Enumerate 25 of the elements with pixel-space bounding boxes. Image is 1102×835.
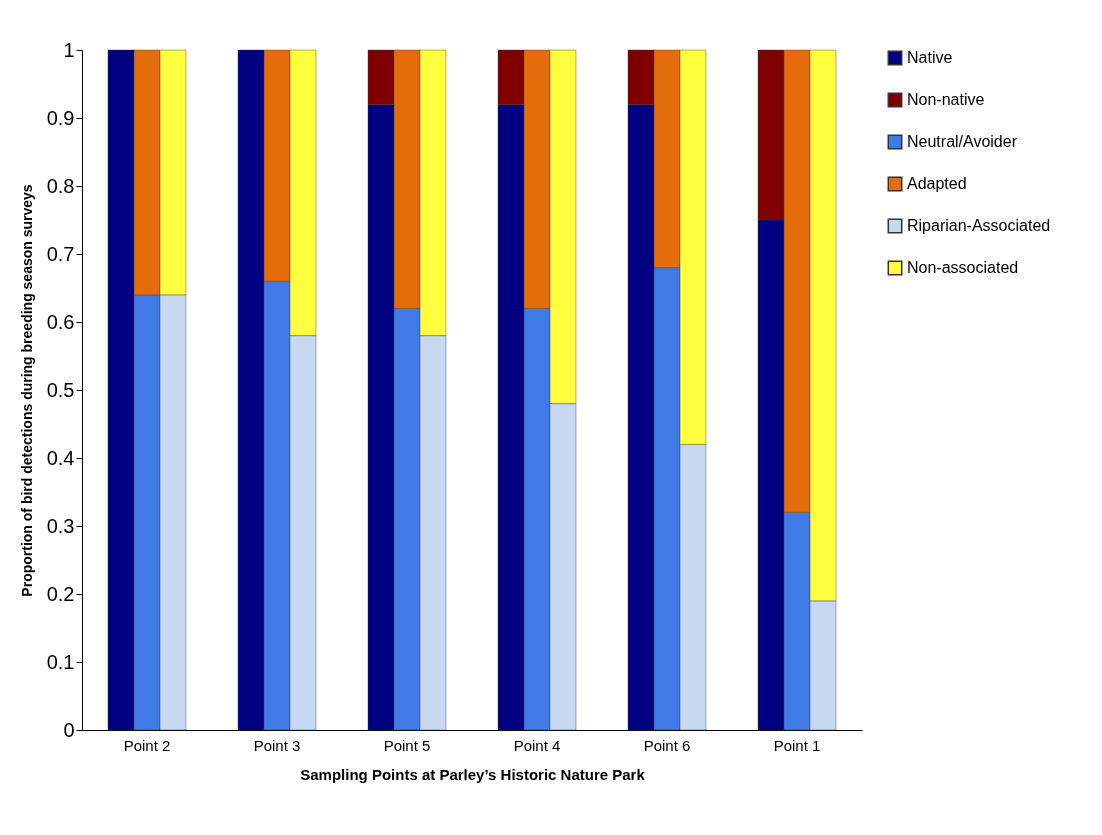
y-tick-label: 0.8 xyxy=(46,174,75,197)
legend-label: Neutral/Avoider xyxy=(907,133,1018,150)
x-tick-label: Point 4 xyxy=(513,736,561,754)
y-tick-label: 0.9 xyxy=(46,106,75,129)
y-tick-label: 0.5 xyxy=(46,378,75,401)
x-tick-label: Point 1 xyxy=(773,736,821,754)
y-tick-label: 0.6 xyxy=(46,310,75,333)
x-axis-title: Sampling Points at Parley’s Historic Nature Park xyxy=(300,765,646,783)
legend-label: Riparian-Associated xyxy=(907,217,1051,234)
y-axis-title: Proportion of bird detections during breeding season surveys xyxy=(18,184,35,597)
x-tick-label: Point 5 xyxy=(383,736,431,754)
x-tick-label: Point 2 xyxy=(123,736,171,754)
y-tick-label: 0.3 xyxy=(46,514,75,537)
legend-label: Non-native xyxy=(907,91,985,108)
y-tick-label: 0.1 xyxy=(46,650,75,673)
legend-label: Native xyxy=(907,49,953,66)
legend-label: Adapted xyxy=(907,175,967,192)
x-tick-label: Point 6 xyxy=(643,736,691,754)
y-tick-label: 1 xyxy=(63,38,75,61)
y-tick-label: 0.7 xyxy=(46,242,75,265)
x-tick-label: Point 3 xyxy=(253,736,301,754)
legend-label: Non-associated xyxy=(907,259,1019,276)
y-tick-label: 0 xyxy=(63,718,75,741)
y-tick-label: 0.2 xyxy=(46,582,75,605)
y-tick-label: 0.4 xyxy=(46,446,75,469)
